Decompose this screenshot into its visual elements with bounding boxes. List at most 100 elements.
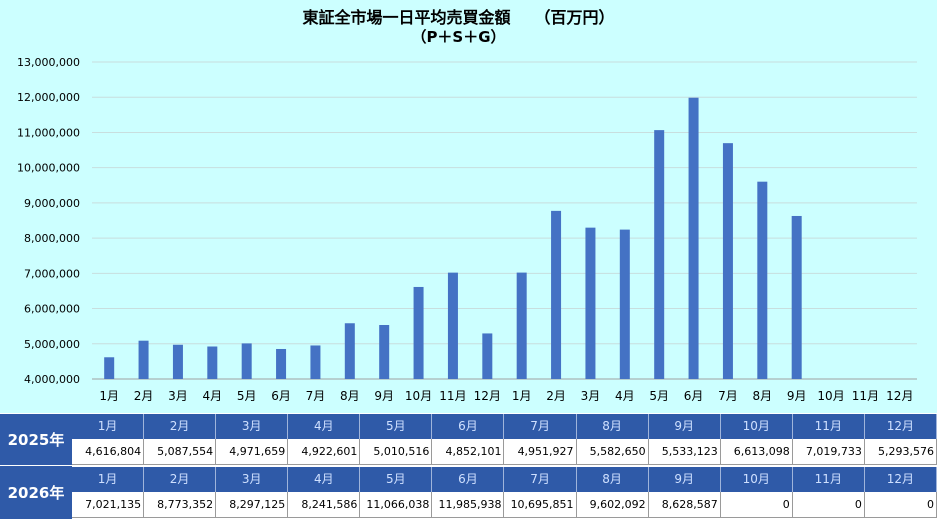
month-header: 7月 xyxy=(504,467,577,492)
chart-title: 東証全市場一日平均売買金額 （百万円） xyxy=(302,8,615,27)
month-header: 4月 xyxy=(288,467,361,492)
value-cell: 0 xyxy=(864,492,937,518)
y-tick-label: 9,000,000 xyxy=(24,197,80,210)
month-header: 2月 xyxy=(144,414,217,439)
month-header: 3月 xyxy=(216,414,289,439)
x-tick-label: 3月 xyxy=(581,389,601,403)
x-tick-label: 11月 xyxy=(439,389,466,403)
value-cell: 9,602,092 xyxy=(576,492,649,518)
month-header: 11月 xyxy=(793,467,865,492)
month-header: 5月 xyxy=(360,414,433,439)
x-tick-label: 12月 xyxy=(886,389,913,403)
x-tick-label: 10月 xyxy=(405,389,432,403)
value-cell: 5,010,516 xyxy=(360,439,433,465)
value-cell: 5,087,554 xyxy=(144,439,217,465)
value-row-2025: 4,616,804 5,087,554 4,971,659 4,922,601 … xyxy=(72,439,937,465)
x-tick-label: 10月 xyxy=(817,389,844,403)
bar xyxy=(207,346,218,379)
value-cell: 6,613,098 xyxy=(720,439,793,465)
y-tick-label: 5,000,000 xyxy=(24,338,80,351)
bar xyxy=(413,286,424,379)
value-cell: 4,852,101 xyxy=(432,439,505,465)
value-cell: 11,985,938 xyxy=(432,492,505,518)
month-header: 10月 xyxy=(721,467,793,492)
value-cell: 11,066,038 xyxy=(360,492,433,518)
x-tick-label: 7月 xyxy=(306,389,326,403)
value-cell: 0 xyxy=(720,492,793,518)
value-cell: 8,628,587 xyxy=(648,492,721,518)
month-header: 3月 xyxy=(216,467,289,492)
x-tick-label: 9月 xyxy=(787,389,807,403)
bar xyxy=(310,345,321,379)
y-tick-label: 6,000,000 xyxy=(24,303,80,316)
bar xyxy=(585,227,596,379)
x-tick-label: 6月 xyxy=(684,389,704,403)
year-label-2026: 2026年 xyxy=(0,466,72,520)
value-cell: 5,533,123 xyxy=(648,439,721,465)
month-header-row-2026: 1月 2月 3月 4月 5月 6月 7月 8月 9月 10月 11月 12月 xyxy=(72,467,937,492)
value-cell: 0 xyxy=(792,492,865,518)
bar xyxy=(688,97,699,379)
x-tick-label: 11月 xyxy=(852,389,879,403)
y-tick-label: 12,000,000 xyxy=(17,91,80,104)
y-tick-label: 8,000,000 xyxy=(24,232,80,245)
x-tick-label: 5月 xyxy=(237,389,257,403)
x-tick-label: 7月 xyxy=(718,389,738,403)
month-header: 6月 xyxy=(432,467,505,492)
month-header: 2月 xyxy=(144,467,217,492)
bar xyxy=(654,130,665,379)
month-header: 9月 xyxy=(649,467,721,492)
chart-area: 東証全市場一日平均売買金額 （百万円） （P＋S＋G） 4,000,000 5,0… xyxy=(0,0,937,413)
x-tick-label: 6月 xyxy=(271,389,291,403)
x-tick-label: 2月 xyxy=(134,389,154,403)
month-header: 11月 xyxy=(793,414,865,439)
value-cell: 7,021,135 xyxy=(72,492,145,518)
value-cell: 4,971,659 xyxy=(216,439,289,465)
value-cell: 4,616,804 xyxy=(72,439,145,465)
bar xyxy=(276,348,287,379)
value-cell: 8,773,352 xyxy=(144,492,217,518)
value-cell: 8,297,125 xyxy=(216,492,289,518)
x-tick-label: 8月 xyxy=(340,389,360,403)
bar xyxy=(447,272,458,379)
value-cell: 5,582,650 xyxy=(576,439,649,465)
bar xyxy=(379,325,390,379)
x-tick-label: 5月 xyxy=(649,389,669,403)
bar xyxy=(516,272,527,379)
value-cell: 5,293,576 xyxy=(864,439,937,465)
x-tick-label: 3月 xyxy=(168,389,188,403)
bar xyxy=(482,333,493,379)
y-tick-label: 7,000,000 xyxy=(24,267,80,280)
y-tick-label: 11,000,000 xyxy=(17,126,80,139)
month-header: 1月 xyxy=(72,414,145,439)
bar xyxy=(172,344,183,379)
month-header: 5月 xyxy=(360,467,433,492)
bar xyxy=(241,343,252,379)
value-row-2026: 7,021,135 8,773,352 8,297,125 8,241,586 … xyxy=(72,492,937,518)
month-header: 10月 xyxy=(721,414,793,439)
month-header: 9月 xyxy=(649,414,721,439)
month-header-row-2025: 1月 2月 3月 4月 5月 6月 7月 8月 9月 10月 11月 12月 xyxy=(72,414,937,439)
bar xyxy=(722,143,733,379)
month-header: 4月 xyxy=(288,414,361,439)
y-tick-label: 13,000,000 xyxy=(17,56,80,69)
bar xyxy=(138,340,149,379)
bar xyxy=(757,181,768,379)
value-cell: 4,922,601 xyxy=(288,439,361,465)
value-cell: 7,019,733 xyxy=(792,439,865,465)
month-header: 8月 xyxy=(577,467,649,492)
x-tick-label: 8月 xyxy=(752,389,772,403)
bar-chart: 4,000,000 5,000,000 6,000,000 7,000,000 8,00… xyxy=(17,56,917,403)
bar xyxy=(791,215,802,379)
x-tick-label: 4月 xyxy=(202,389,222,403)
y-tick-label: 4,000,000 xyxy=(24,373,80,386)
month-header: 12月 xyxy=(865,467,937,492)
month-header: 8月 xyxy=(577,414,649,439)
bar xyxy=(619,229,630,379)
x-tick-label: 2月 xyxy=(546,389,566,403)
x-tick-label: 9月 xyxy=(374,389,394,403)
month-header: 6月 xyxy=(432,414,505,439)
x-tick-label: 1月 xyxy=(512,389,532,403)
chart-subtitle: （P＋S＋G） xyxy=(411,28,506,46)
bar xyxy=(344,323,355,379)
